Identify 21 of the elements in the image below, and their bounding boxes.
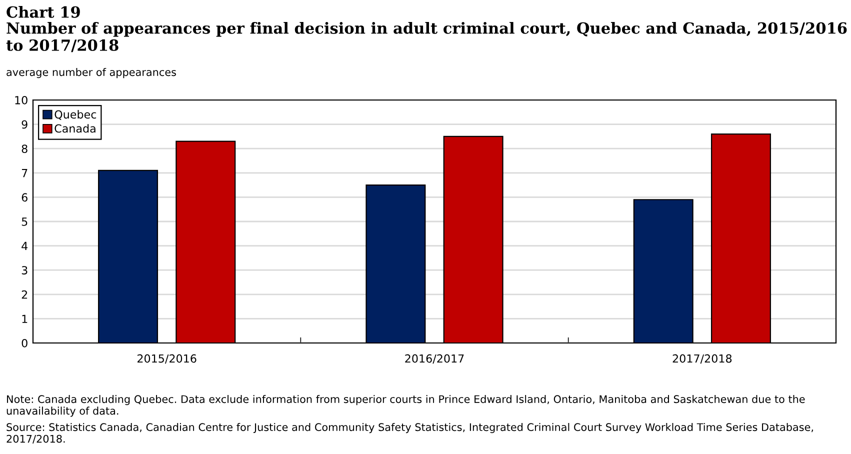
chart-title: Chart 19	[6, 6, 80, 18]
source-note: Source: Statistics Canada, Canadian Centre for Justice and Community Safety Statistics, Integrated Criminal Court Survey Workload Time Series Database, 2017/2018.	[6, 423, 814, 444]
y-tick-label: 2	[22, 290, 28, 299]
text: Note: Canada excluding Quebec. Data exclude information from superior courts in Prince Edward Island, Ontario, Manitoba and Saskatchewan due to the unavailability of data.	[6, 395, 805, 417]
y-tick-label: 0	[22, 338, 28, 348]
y-tick-label: 9	[22, 120, 28, 129]
y-tick-label: 3	[22, 266, 28, 274]
y-tick-label: 7	[22, 169, 28, 178]
x-tick-label: 2017/2018	[672, 354, 732, 364]
y-tick-label: 4	[22, 242, 28, 250]
y-tick-label: 5	[22, 218, 28, 226]
y-tick-label: 1	[22, 314, 28, 323]
legend-label: Quebec	[54, 110, 96, 120]
y-tick-label: 8	[22, 144, 28, 153]
y-tick-label: 10	[15, 96, 28, 104]
x-tick-label: 2015/2016	[138, 354, 196, 364]
y-tick-label: 6	[22, 193, 28, 202]
legend-label: Canada	[54, 124, 96, 133]
chart-subtitle: Number of appearances per final decision in adult criminal court, Quebec and Canada, 2015/2016 to 2017/2018	[6, 22, 847, 52]
x-tick-label: 2016/2017	[405, 354, 464, 364]
y-axis-title: average number of appearances	[6, 68, 176, 78]
